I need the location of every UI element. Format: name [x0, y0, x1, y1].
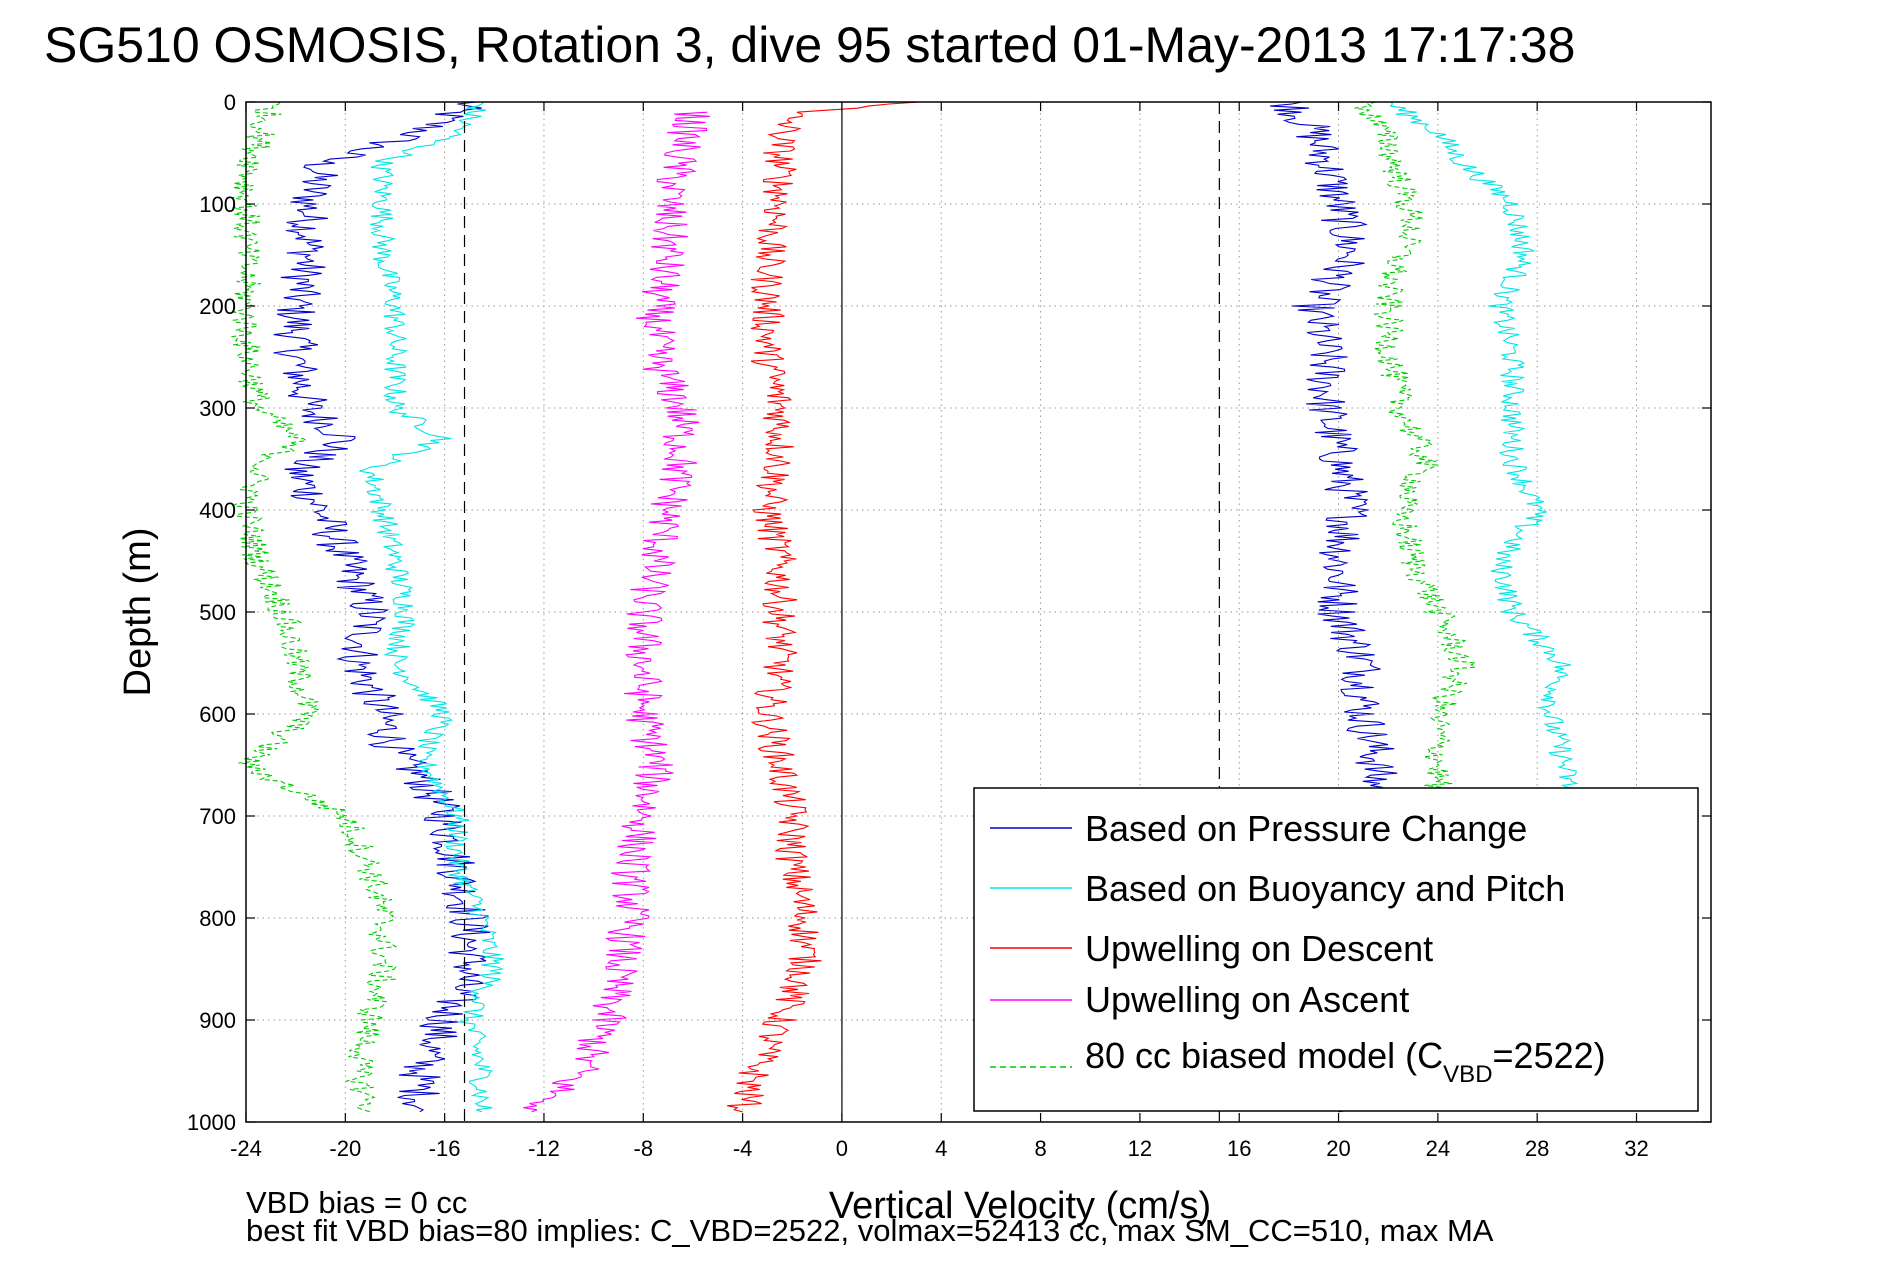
y-tick-label: 500: [199, 600, 236, 625]
y-axis-ticks: 0 100 200 300 400 500 600 700 800 900 1000: [187, 90, 1711, 1135]
series-line: [727, 101, 920, 1113]
y-tick-label: 200: [199, 294, 236, 319]
footer-line-1: VBD bias = 0 cc: [246, 1185, 467, 1220]
x-tick-label: -20: [329, 1136, 361, 1161]
series-line: [230, 101, 398, 1113]
legend-label-model-sub: VBD: [1443, 1061, 1492, 1088]
x-tick-label: 0: [836, 1136, 848, 1161]
x-tick-label: -12: [528, 1136, 560, 1161]
x-axis-ticks: -24 -20 -16 -12 -8 -4 0 4 8 12 16 20 24 28 32: [230, 102, 1649, 1161]
series-3: [523, 111, 710, 1113]
x-tick-label: 20: [1326, 1136, 1350, 1161]
series-line: [273, 101, 491, 1113]
y-tick-label: 700: [199, 804, 236, 829]
x-tick-label: 28: [1525, 1136, 1549, 1161]
y-tick-label: 1000: [187, 1110, 236, 1135]
legend-label-buoyancy: Based on Buoyancy and Pitch: [1085, 868, 1565, 909]
y-tick-label: 800: [199, 906, 236, 931]
x-tick-label: 24: [1426, 1136, 1450, 1161]
x-tick-label: 4: [935, 1136, 947, 1161]
series-2: [727, 101, 920, 1113]
y-tick-label: 100: [199, 192, 236, 217]
y-tick-label: 0: [224, 90, 236, 115]
y-tick-label: 900: [199, 1008, 236, 1033]
y-tick-label: 600: [199, 702, 236, 727]
x-tick-label: -24: [230, 1136, 262, 1161]
series-line: [1354, 101, 1478, 868]
series-line: [359, 101, 505, 1113]
x-tick-label: -8: [634, 1136, 654, 1161]
y-axis-label: Depth (m): [117, 528, 159, 697]
legend-label-model-post: =2522): [1493, 1035, 1606, 1076]
series-1: [359, 101, 1581, 1113]
y-tick-label: 400: [199, 498, 236, 523]
chart-title: SG510 OSMOSIS, Rotation 3, dive 95 start…: [44, 17, 1575, 73]
legend-label-ascent: Upwelling on Ascent: [1085, 979, 1409, 1020]
legend-label-pressure: Based on Pressure Change: [1085, 808, 1527, 849]
footer-line-2: best fit VBD bias=80 implies: C_VBD=2522…: [246, 1213, 1494, 1248]
reference-lines: [463, 102, 1220, 1122]
x-tick-label: 32: [1624, 1136, 1648, 1161]
y-tick-label: 300: [199, 396, 236, 421]
legend-box: [973, 787, 1699, 1112]
x-tick-label: 8: [1034, 1136, 1046, 1161]
legend-label-descent: Upwelling on Descent: [1085, 928, 1433, 969]
x-axis-label: Vertical Velocity (cm/s): [829, 1185, 1211, 1227]
series-line: [523, 111, 710, 1113]
series-line: [1389, 101, 1581, 817]
x-tick-label: 16: [1227, 1136, 1251, 1161]
x-tick-label: -16: [429, 1136, 461, 1161]
legend-label-model-pre: 80 cc biased model (C: [1085, 1035, 1443, 1076]
x-tick-label: 12: [1128, 1136, 1152, 1161]
x-tick-label: -4: [733, 1136, 753, 1161]
legend-label-model: 80 cc biased model (CVBD=2522): [1085, 1035, 1606, 1088]
legend: Based on Pressure Change Based on Buoyan…: [973, 787, 1699, 1112]
series-4: [230, 101, 1478, 1113]
